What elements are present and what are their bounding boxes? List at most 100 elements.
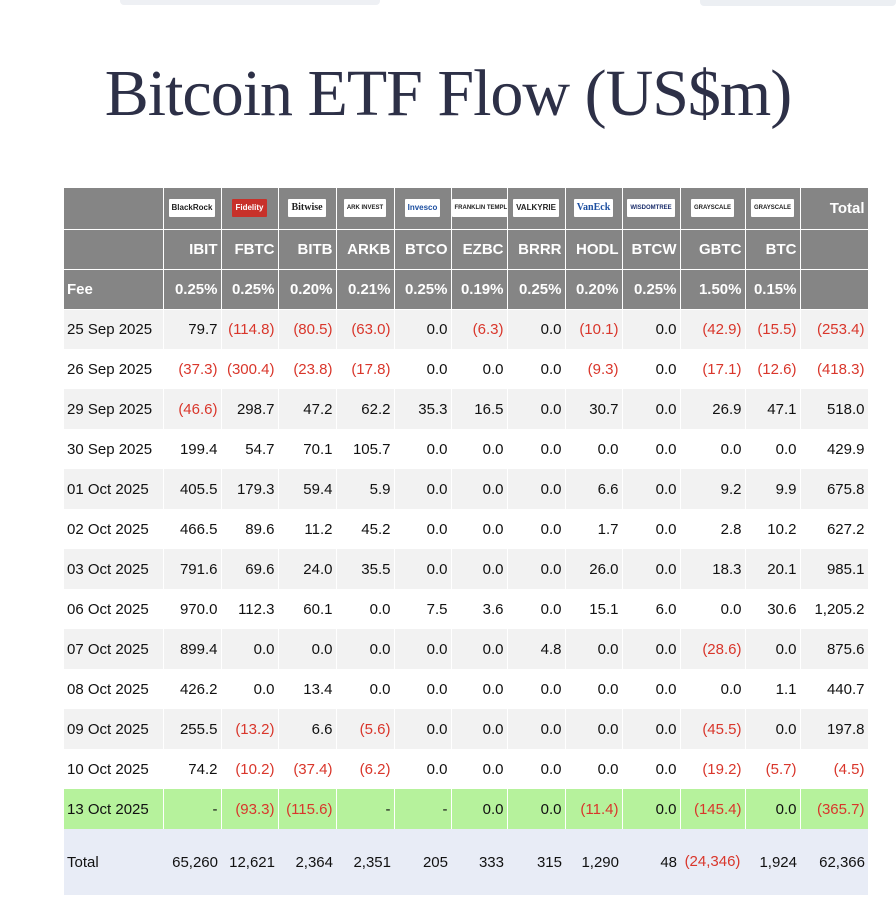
table-row: 06 Oct 2025 970.0 112.3 60.1 0.0 7.5 3.6 0.0 15.… [64,589,869,629]
total-row: Total 65,260 12,621 2,364 2,351 205 333 315 1,29… [64,829,868,895]
flow-value: 0.0 [745,629,801,669]
flow-value: 112.3 [221,589,279,629]
flow-value: 47.1 [745,389,801,429]
flow-value: 0.0 [507,309,566,349]
date-cell: 02 Oct 2025 [64,509,164,549]
flow-value: 0.0 [507,469,566,509]
flow-value: (10.1) [565,309,623,349]
date-cell: 07 Oct 2025 [64,629,164,669]
flow-value: 0.0 [565,429,623,469]
flow-value: 74.2 [163,749,222,789]
flow-value: 0.0 [622,629,681,669]
flow-value: 0.0 [394,669,452,709]
flow-value: 0.0 [451,429,508,469]
issuer-logo-cell: GRAYSCALE [745,188,801,230]
table-row: 03 Oct 2025 791.6 69.6 24.0 35.5 0.0 0.0 0.0 26.… [64,549,869,589]
flow-value: (45.5) [680,709,746,749]
total-value: 12,621 [221,829,278,895]
flow-value: 0.0 [394,309,452,349]
flow-value: 0.0 [507,789,566,829]
flow-value: (23.8) [278,349,337,389]
flow-value: 0.0 [507,669,566,709]
ticker-cell: GBTC [680,229,746,270]
table-row: 01 Oct 2025 405.5 179.3 59.4 5.9 0.0 0.0 0.0 6.6… [64,469,869,509]
issuer-logo: Fidelity [232,199,267,218]
table-row: 29 Sep 2025 (46.6) 298.7 47.2 62.2 35.3 16.5 0.… [64,389,869,429]
flow-value: (10.2) [221,749,279,789]
ticker-cell: BTC [745,229,801,270]
flow-value: 7.5 [394,589,452,629]
issuer-logo: BlackRock [168,199,216,218]
issuer-logo-cell: Bitwise [278,188,337,230]
flow-value: 0.0 [565,749,623,789]
fee-cell: 0.25% [163,269,222,310]
table-row: 30 Sep 2025 199.4 54.7 70.1 105.7 0.0 0.0 0.0 0.… [64,429,869,469]
date-cell: 10 Oct 2025 [64,749,164,789]
flow-value: - [336,789,395,829]
date-cell: 03 Oct 2025 [64,549,164,589]
flow-value: 4.8 [507,629,566,669]
table-row: 07 Oct 2025 899.4 0.0 0.0 0.0 0.0 0.0 4.8 0.0 0.0… [64,629,869,669]
table-row: 10 Oct 2025 74.2 (10.2) (37.4) (6.2) 0.0 0.0 0.… [64,749,869,789]
total-value: 48 [622,829,680,895]
flow-value: 0.0 [507,709,566,749]
flow-value: 0.0 [622,309,681,349]
flow-value: 0.0 [451,549,508,589]
flow-value: 405.5 [163,469,222,509]
flow-value: 0.0 [622,389,681,429]
issuer-logo: ARK INVEST [343,199,387,218]
fee-cell: 0.25% [394,269,452,310]
flow-value: 255.5 [163,709,222,749]
flow-value: 0.0 [680,669,746,709]
flow-value: 5.9 [336,469,395,509]
ticker-cell: BTCO [394,229,452,270]
fee-cell: 0.19% [451,269,508,310]
flow-value: (5.6) [336,709,395,749]
total-value: 1,924 [745,829,800,895]
total-label: Total [64,829,163,895]
fee-cell: 0.25% [221,269,279,310]
flow-value: 0.0 [336,589,395,629]
flow-value: 0.0 [507,589,566,629]
flow-value: 0.0 [507,349,566,389]
flow-value: 899.4 [163,629,222,669]
total-value: 1,290 [565,829,622,895]
date-cell: 30 Sep 2025 [64,429,164,469]
fee-row: Fee 0.25% 0.25% 0.20% 0.21% 0.25% 0.19% 0.25% 0.… [64,269,869,310]
flow-value: 0.0 [507,389,566,429]
table-row: 08 Oct 2025 426.2 0.0 13.4 0.0 0.0 0.0 0.0 0.0 0.… [64,669,869,709]
date-cell: 25 Sep 2025 [64,309,164,349]
fee-total-blank [800,269,869,310]
total-value: 2,351 [336,829,394,895]
flow-value: 0.0 [622,509,681,549]
flow-value: (13.2) [221,709,279,749]
date-cell: 01 Oct 2025 [64,469,164,509]
date-cell: 26 Sep 2025 [64,349,164,389]
flow-value: (17.1) [680,349,746,389]
flow-value: 0.0 [278,629,337,669]
table-row: 25 Sep 2025 79.7 (114.8) (80.5) (63.0) 0.0 (6.… [64,309,869,349]
flow-value: (80.5) [278,309,337,349]
ticker-cell: BTCW [622,229,681,270]
fee-label: Fee [64,269,164,310]
date-cell: 08 Oct 2025 [64,669,164,709]
flow-value: (145.4) [680,789,746,829]
flow-value: 6.6 [278,709,337,749]
flow-value: 0.0 [622,709,681,749]
flow-value: 0.0 [622,749,681,789]
flow-value: (365.7) [800,789,869,829]
fee-cell: 0.25% [507,269,566,310]
flow-value: 0.0 [622,349,681,389]
flow-value: 69.6 [221,549,279,589]
flow-value: 10.2 [745,509,801,549]
flow-value: 0.0 [507,509,566,549]
flow-value: 2.8 [680,509,746,549]
date-cell: 06 Oct 2025 [64,589,164,629]
flow-value: 0.0 [745,429,801,469]
flow-value: 3.6 [451,589,508,629]
flow-value: 0.0 [565,629,623,669]
flow-value: 0.0 [394,429,452,469]
flow-value: (15.5) [745,309,801,349]
flow-value: (42.9) [680,309,746,349]
date-cell: 09 Oct 2025 [64,709,164,749]
